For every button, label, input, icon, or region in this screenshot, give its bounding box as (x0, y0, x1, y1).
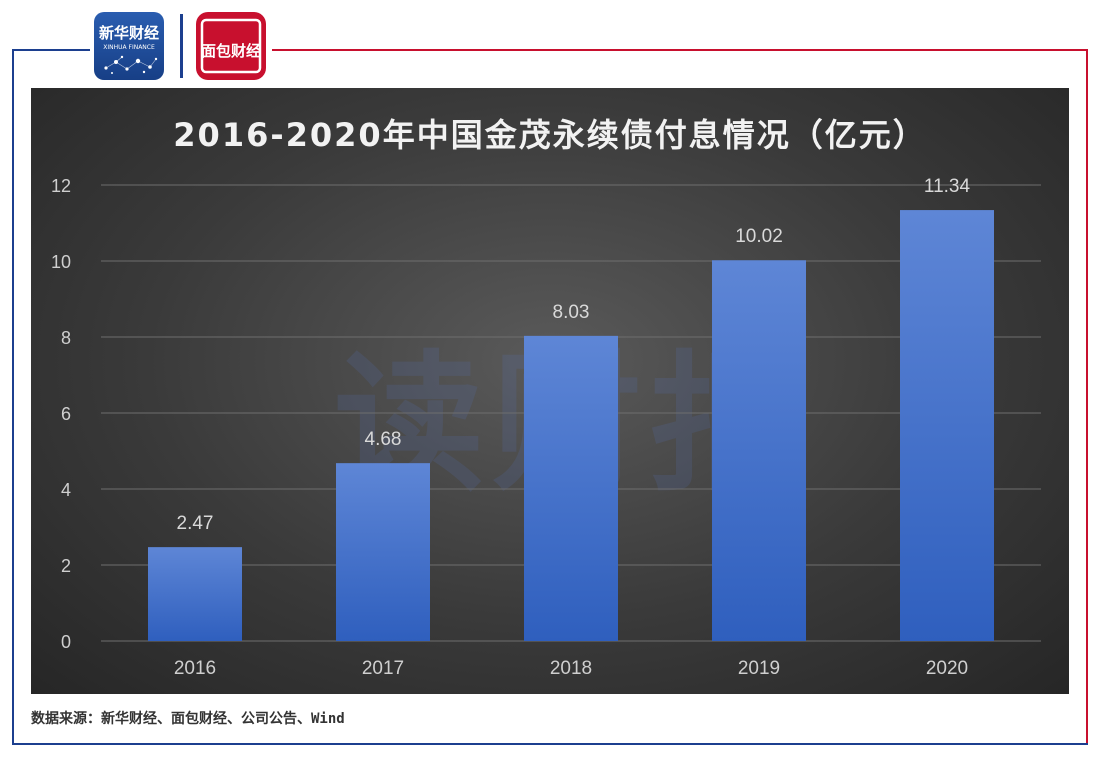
chart-panel: 读财报 2016-2020年中国金茂永续债付息情况（亿元） 0246810122… (31, 88, 1069, 694)
frame-right-border (1086, 49, 1088, 745)
x-tick-label-2018: 2018 (550, 658, 592, 679)
mianbao-logo-text: 面包财经 (201, 42, 261, 60)
bar-2020 (900, 210, 994, 641)
data-label-2019: 10.02 (735, 226, 783, 247)
bar-chart: 0 2 4 6 8 10 12 2.47 2016 4.68 2017 8.03 2018 10.02 20… (51, 176, 1041, 679)
xinhua-finance-logo: 新华财经 XINHUA FINANCE (94, 12, 164, 80)
xinhua-logo-subtext: XINHUA FINANCE (103, 44, 155, 51)
y-tick-label: 4 (61, 480, 71, 500)
frame-top-left-border (12, 49, 90, 51)
logo-divider (180, 14, 183, 78)
y-tick-label: 8 (61, 328, 71, 348)
frame-bottom-border (12, 743, 1088, 745)
y-tick-label: 0 (61, 632, 71, 652)
x-tick-label-2016: 2016 (174, 658, 216, 679)
mianbao-finance-logo: 面包财经 (196, 12, 266, 80)
data-label-2016: 2.47 (177, 513, 214, 534)
bar-2018 (524, 335, 618, 641)
bar-2017 (336, 463, 430, 641)
data-source-note: 数据来源：新华财经、面包财经、公司公告、Wind (31, 711, 345, 727)
data-label-2017: 4.68 (365, 429, 402, 450)
x-tick-label-2019: 2019 (738, 658, 780, 679)
bar-2019 (712, 260, 806, 641)
frame-top-right-border (272, 49, 1088, 51)
y-tick-label: 10 (51, 252, 71, 272)
bar-2016 (148, 547, 242, 641)
data-label-2018: 8.03 (553, 302, 590, 323)
frame-left-border (12, 49, 14, 745)
y-tick-label: 12 (51, 176, 71, 196)
xinhua-logo-text: 新华财经 (99, 24, 159, 42)
chart-title: 2016-2020年中国金茂永续债付息情况（亿元） (173, 116, 927, 154)
y-tick-label: 6 (61, 404, 71, 424)
x-tick-label-2017: 2017 (362, 658, 404, 679)
x-tick-label-2020: 2020 (926, 658, 968, 679)
y-tick-label: 2 (61, 556, 71, 576)
data-label-2020: 11.34 (924, 176, 971, 197)
